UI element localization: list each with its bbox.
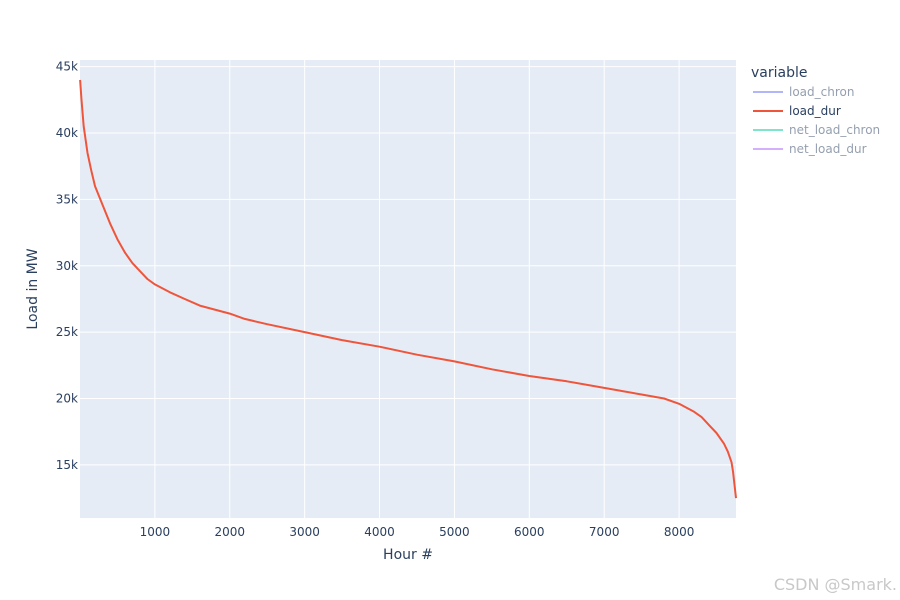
legend-label: load_chron: [789, 85, 854, 99]
x-tick-label: 2000: [214, 525, 245, 539]
legend-item-load-dur[interactable]: load_dur: [753, 104, 841, 118]
y-tick-label: 20k: [56, 392, 78, 406]
x-tick-label: 8000: [664, 525, 695, 539]
series-layer: [79, 79, 737, 499]
plot-area: [80, 60, 736, 518]
x-tick-label: 5000: [439, 525, 470, 539]
y-tick-label: 45k: [56, 60, 78, 74]
y-axis-ticks: 15k 20k 25k 30k 35k 40k 45k: [56, 60, 78, 472]
x-axis-ticks: 1000 2000 3000 4000 5000 6000 7000 8000: [140, 525, 695, 539]
x-axis-title: Hour #: [383, 547, 433, 563]
legend-item-net-load-chron[interactable]: net_load_chron: [753, 123, 880, 137]
y-tick-label: 15k: [56, 458, 78, 472]
legend: variable load_chron load_dur net_load_chro…: [751, 65, 880, 156]
legend-item-net-load-dur[interactable]: net_load_dur: [753, 142, 867, 156]
y-tick-label: 25k: [56, 325, 78, 339]
y-tick-label: 35k: [56, 192, 78, 206]
legend-item-load-chron[interactable]: load_chron: [753, 85, 854, 99]
series-line-load-dur: [79, 79, 737, 499]
grid: [80, 60, 736, 518]
legend-title: variable: [751, 65, 807, 81]
x-tick-label: 4000: [364, 525, 395, 539]
x-tick-label: 6000: [514, 525, 545, 539]
x-tick-label: 7000: [589, 525, 620, 539]
watermark: CSDN @Smark.: [774, 575, 897, 594]
x-tick-label: 3000: [289, 525, 320, 539]
legend-label: net_load_chron: [789, 123, 880, 137]
legend-label: net_load_dur: [789, 142, 867, 156]
y-axis-title: Load in MW: [25, 248, 41, 329]
legend-label: load_dur: [789, 104, 841, 118]
y-tick-label: 30k: [56, 259, 78, 273]
y-tick-label: 40k: [56, 126, 78, 140]
x-tick-label: 1000: [140, 525, 171, 539]
